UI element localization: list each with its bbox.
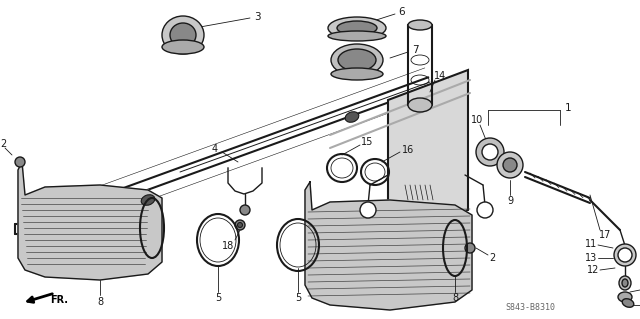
Ellipse shape [331,44,383,76]
Text: 8: 8 [97,297,103,307]
Ellipse shape [482,144,498,160]
Ellipse shape [162,40,204,54]
Text: 14: 14 [434,71,446,81]
Text: 5: 5 [215,293,221,303]
Text: 12: 12 [587,265,599,275]
Ellipse shape [622,299,634,307]
Text: 6: 6 [399,7,405,17]
Text: 10: 10 [471,115,483,125]
Polygon shape [305,182,472,310]
Text: 16: 16 [402,145,414,155]
Ellipse shape [497,152,523,178]
Ellipse shape [328,31,386,41]
Ellipse shape [337,21,377,35]
Ellipse shape [331,68,383,80]
Text: 18: 18 [222,241,234,251]
Text: 17: 17 [599,230,611,240]
Ellipse shape [328,17,386,39]
Ellipse shape [408,20,432,30]
Ellipse shape [618,248,632,262]
Text: S843-B8310: S843-B8310 [505,303,555,313]
Text: 7: 7 [412,45,419,55]
Ellipse shape [408,98,432,112]
Ellipse shape [345,112,359,122]
Ellipse shape [614,244,636,266]
Ellipse shape [476,138,504,166]
Text: 2: 2 [489,253,495,263]
Polygon shape [18,162,162,280]
Polygon shape [388,70,468,240]
Ellipse shape [162,16,204,54]
Ellipse shape [619,276,631,290]
Text: 8: 8 [452,293,458,303]
Ellipse shape [237,222,243,227]
Text: 2: 2 [0,139,6,149]
Ellipse shape [477,202,493,218]
Text: 15: 15 [361,137,373,147]
Text: 3: 3 [253,12,260,22]
Ellipse shape [465,243,475,253]
Text: 9: 9 [507,196,513,206]
Text: 19: 19 [639,284,640,294]
Ellipse shape [170,23,196,47]
Text: 5: 5 [295,293,301,303]
Text: FR.: FR. [50,295,68,305]
Ellipse shape [15,157,25,167]
Text: 4: 4 [212,144,218,154]
Ellipse shape [240,205,250,215]
Ellipse shape [622,279,628,287]
Ellipse shape [360,202,376,218]
Ellipse shape [503,158,517,172]
Text: 1: 1 [564,103,572,113]
Ellipse shape [141,195,155,205]
Ellipse shape [618,292,632,302]
Text: 13: 13 [585,253,597,263]
Ellipse shape [338,49,376,71]
Text: 11: 11 [585,239,597,249]
Ellipse shape [235,220,245,230]
